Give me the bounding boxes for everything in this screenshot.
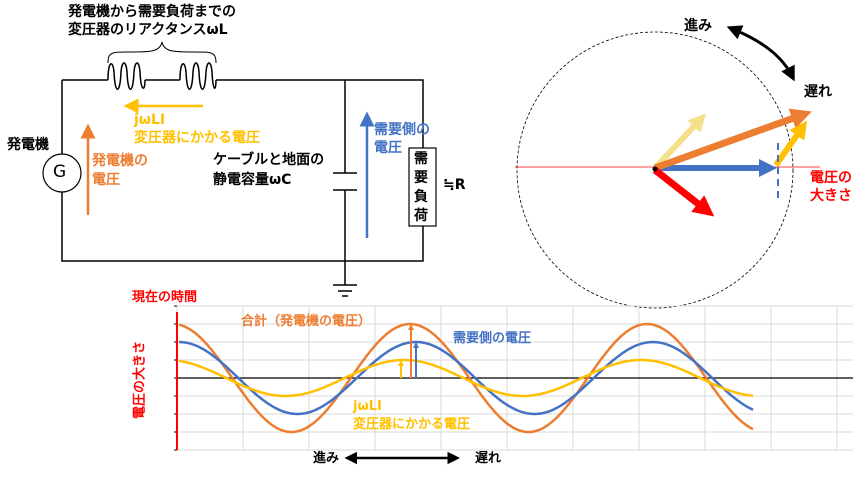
load-char-4: 荷 <box>414 208 428 224</box>
inductor-coil-2 <box>179 62 217 90</box>
demand-voltage-line1: 需要側の <box>374 122 430 138</box>
load-char-2: 要 <box>414 170 428 186</box>
load-char-3: 負 <box>414 189 428 205</box>
series-line <box>178 358 754 398</box>
generator-voltage-line2: 電圧 <box>92 172 120 188</box>
current-phasor <box>652 167 715 217</box>
capacitance-line2: 静電容量ωC <box>213 172 292 188</box>
phasor-lead-label: 進み <box>684 18 712 34</box>
light-transformer-phasor <box>652 113 707 171</box>
capacitance-line1: ケーブルと地面の <box>213 152 325 168</box>
generator-voltage-phasor <box>653 108 812 172</box>
voltage-circle <box>516 31 794 309</box>
instant-value-arrowhead <box>413 342 419 348</box>
capacitor <box>333 80 357 297</box>
series-label-demand: 需要側の電圧 <box>453 331 532 346</box>
generator-symbol <box>42 153 82 193</box>
series-label-transformer: 変圧器にかかる電圧 <box>353 417 471 432</box>
reactance-brace <box>107 41 217 64</box>
magnitude-line1: 電圧の <box>810 170 852 186</box>
transformer-voltage-phasor <box>773 120 808 167</box>
jwli-label: jωLI <box>134 112 166 128</box>
transformer-voltage-label: 変圧器にかかる電圧 <box>134 130 260 146</box>
chart-lag-label: 遅れ <box>475 451 502 466</box>
instant-value-arrowhead <box>398 360 404 366</box>
circuit <box>42 41 437 297</box>
generator-label: 発電機 <box>7 137 49 153</box>
series-line <box>178 322 754 434</box>
series-label-total: 合計（発電機の電圧） <box>241 314 372 329</box>
magnitude-line2: 大きさ <box>810 188 852 204</box>
load-box <box>408 147 437 227</box>
series-line <box>178 340 754 416</box>
origin-dot <box>652 166 658 172</box>
wire-top <box>61 79 424 262</box>
series-label-jwli: jωLI <box>353 399 382 414</box>
reactance-label-line2: 変圧器のリアクタンスωL <box>68 22 228 38</box>
load-char-1: 需 <box>414 151 428 167</box>
phasor-lag-label: 遅れ <box>804 84 832 100</box>
demand-voltage-line2: 電圧 <box>374 140 402 156</box>
instant-value-arrowhead <box>408 324 414 330</box>
current-time-label: 現在の時間 <box>132 290 198 305</box>
chart-lead-label: 進み <box>313 451 340 466</box>
lead-lag-arrow <box>726 25 795 82</box>
approx-r-label: ≒R <box>443 177 466 193</box>
reactance-label-line1: 発電機から需要負荷までの <box>68 4 236 20</box>
waveform-chart <box>174 305 853 451</box>
phasor-diagram <box>515 25 820 309</box>
generator-symbol-label: G <box>53 162 67 182</box>
inductor-coil-1 <box>107 62 146 90</box>
y-axis-label: 電圧の大きさ <box>132 340 148 420</box>
generator-voltage-line1: 発電機の <box>92 153 148 169</box>
